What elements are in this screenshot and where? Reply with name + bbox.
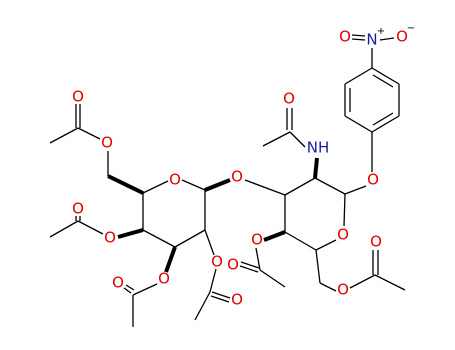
- bonds: [49, 34, 406, 327]
- atom-label: O: [101, 134, 113, 152]
- charge: +: [377, 26, 385, 37]
- atom-label: N: [366, 31, 377, 49]
- atom-label: O: [72, 88, 84, 106]
- atom-label: O: [72, 200, 84, 218]
- atom-label: O: [211, 253, 223, 271]
- atom-label: O: [396, 28, 408, 46]
- charge: −: [407, 23, 415, 34]
- atom-label: O: [337, 281, 349, 299]
- atom-label: O: [251, 231, 263, 249]
- atom-label: O: [112, 274, 124, 292]
- atom-label: O: [339, 28, 351, 46]
- atom-label: O: [283, 90, 295, 108]
- atom-label: O: [337, 226, 349, 244]
- atom-labels: O N + O − O NH O O O O O O O O O O O O O…: [72, 23, 415, 309]
- atom-label: O: [227, 256, 239, 274]
- atom-label: O: [367, 171, 379, 189]
- atom-label: O: [231, 291, 243, 309]
- atom-label: O: [169, 171, 181, 189]
- atom-label: O: [104, 229, 116, 247]
- atom-label: O: [231, 168, 243, 186]
- atom-label: O: [158, 270, 170, 288]
- atom-label: NH: [307, 139, 330, 157]
- atom-label: O: [370, 233, 382, 251]
